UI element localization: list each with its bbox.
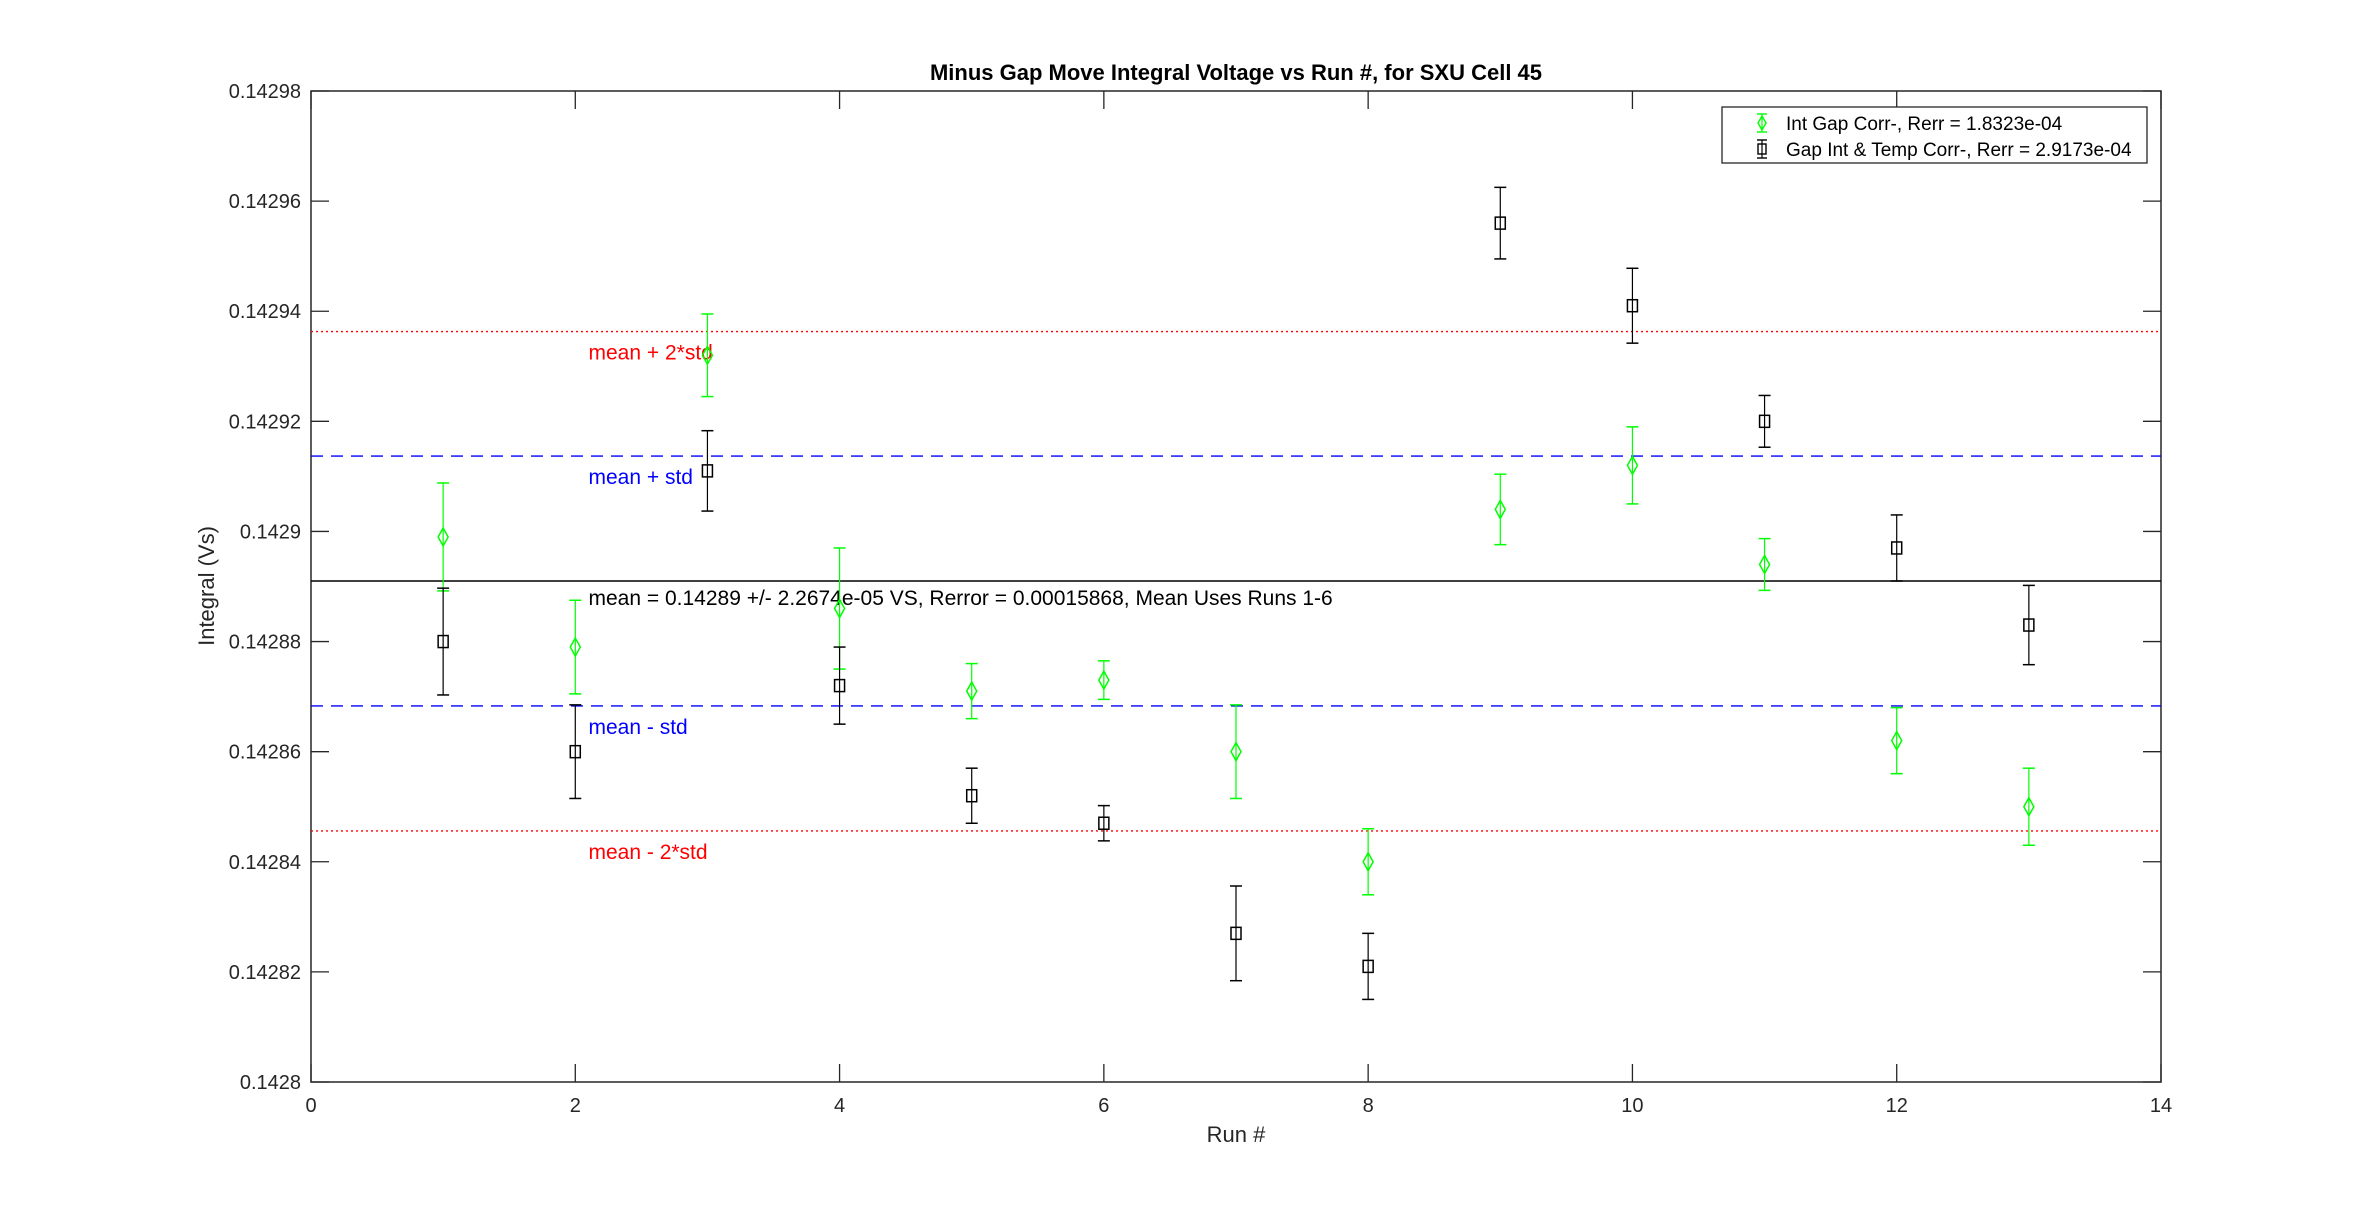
legend-marker-square xyxy=(1757,143,1767,155)
series-square xyxy=(437,186,2035,1001)
data-point xyxy=(965,788,978,803)
y-tick-label: 0.14296 xyxy=(229,191,301,213)
data-point xyxy=(833,678,846,693)
data-point xyxy=(2023,618,2035,632)
x-tick-label: 2 xyxy=(570,1095,581,1117)
x-tick-label: 0 xyxy=(305,1095,316,1117)
data-point xyxy=(569,636,582,658)
y-tick-label: 0.14298 xyxy=(229,81,301,103)
x-tick-label: 4 xyxy=(834,1095,845,1117)
reference-line-label: mean + std xyxy=(589,466,693,489)
data-point xyxy=(1097,669,1110,691)
y-tick-label: 0.1429 xyxy=(240,521,301,543)
data-point xyxy=(1890,541,1903,555)
y-tick-label: 0.14294 xyxy=(229,301,301,323)
data-point xyxy=(437,634,449,649)
chart-title: Minus Gap Move Integral Voltage vs Run #… xyxy=(930,60,1542,85)
data-point xyxy=(965,680,978,702)
data-point xyxy=(569,744,582,759)
plot-area: 0 2 4 6 8 10 12 14 0.1428 0.14282 0.14284 0.14286 0.… xyxy=(229,81,2172,1117)
data-point xyxy=(437,526,450,548)
reference-line-label: mean = 0.14289 +/- 2.2674e-05 VS, Rerror… xyxy=(589,587,1333,610)
x-tick-label: 8 xyxy=(1363,1095,1374,1117)
series-diamond xyxy=(437,313,2035,896)
reference-line-label: mean - std xyxy=(589,716,688,739)
y-axis-label: Integral (Vs) xyxy=(194,526,219,646)
data-point xyxy=(1626,298,1639,313)
data-point xyxy=(1626,454,1639,476)
x-axis-label: Run # xyxy=(1207,1122,1266,1147)
data-point xyxy=(1758,553,1771,576)
x-tick-label: 10 xyxy=(1621,1095,1643,1117)
y-tick-label: 0.14284 xyxy=(229,852,301,874)
data-point xyxy=(1362,851,1375,873)
x-tick-label: 14 xyxy=(2150,1095,2172,1117)
x-tick-label: 12 xyxy=(1886,1095,1908,1117)
y-tick-label: 0.1428 xyxy=(240,1072,301,1094)
y-tick-label: 0.14288 xyxy=(229,632,301,654)
legend-entry: Int Gap Corr-, Rerr = 1.8323e-04 xyxy=(1786,114,2063,135)
legend-entry: Gap Int & Temp Corr-, Rerr = 2.9173e-04 xyxy=(1786,140,2132,161)
data-point xyxy=(833,597,846,620)
legend: Int Gap Corr-, Rerr = 1.8323e-04 Gap Int … xyxy=(1721,106,2148,164)
data-point xyxy=(1230,741,1242,763)
y-tick-label: 0.14292 xyxy=(229,411,301,433)
data-point xyxy=(701,344,714,366)
data-point xyxy=(1362,959,1374,974)
y-tick-label: 0.14282 xyxy=(229,962,301,984)
data-point xyxy=(701,464,714,478)
data-point xyxy=(1098,816,1110,830)
data-point xyxy=(1230,926,1242,941)
data-point xyxy=(1494,498,1507,520)
data-point xyxy=(1494,216,1507,230)
x-tick-label: 6 xyxy=(1098,1095,1109,1117)
legend-marker-diamond xyxy=(1757,114,1767,132)
data-point xyxy=(1758,414,1771,429)
y-tick-label: 0.14286 xyxy=(229,742,301,764)
data-point xyxy=(2022,796,2035,818)
reference-line-label: mean + 2*std xyxy=(589,342,713,365)
legend-box xyxy=(1721,106,2148,164)
reference-line-label: mean - 2*std xyxy=(589,841,708,864)
data-point xyxy=(1890,730,1903,752)
